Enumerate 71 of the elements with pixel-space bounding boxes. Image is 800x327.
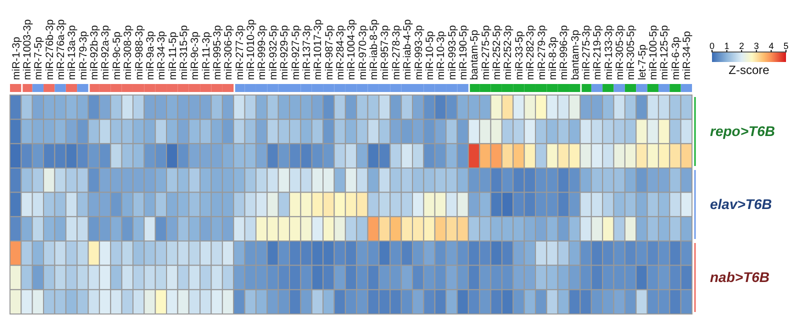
x-tick-label: miR-100-5p	[648, 24, 660, 80]
x-tick-label: miR-279-3p	[536, 24, 548, 80]
x-tick-label: miR-999-3p	[256, 24, 268, 80]
x-tick-label: miR-996-3p	[558, 24, 570, 80]
x-tick-label: miR-1004-3p	[346, 19, 358, 80]
x-tick-label: miR-995-3p	[212, 24, 224, 80]
x-tick-label: miR-1003-3p	[21, 19, 34, 80]
x-tick-label: miR-957-3p	[379, 24, 392, 80]
x-tick-label: miR-278-3p	[390, 24, 402, 80]
x-tick-label: miR-987-5p	[323, 24, 336, 80]
color-bar-label: 4	[768, 41, 774, 51]
color-bar-title: Z-score	[728, 63, 770, 77]
x-tick-label: miR-275-5p	[480, 24, 492, 80]
x-tick-label: miR-1-3p	[10, 36, 22, 80]
x-tick-label: miR-1010-3p	[245, 19, 258, 80]
x-tick-label: miR-133-3p	[602, 24, 615, 80]
x-tick-label: miR-970-3p	[356, 24, 369, 80]
x-tick-label: miR-277-3p	[234, 24, 246, 80]
x-tick-label: miR-iab-4-5p	[402, 19, 414, 80]
x-tick-label: miR-305-5p	[625, 24, 638, 80]
color-bar-label: 1	[724, 41, 730, 51]
x-tick-label: miR-252-3p	[502, 24, 514, 80]
x-tick-label: miR-7-5p	[32, 36, 45, 80]
x-tick-label: miR-284-3p	[334, 24, 346, 80]
y2-tick-label: elav>T6B	[710, 196, 772, 212]
x-tick-label: let-7-5p	[636, 44, 648, 80]
x-tick-label: miR-993-5p	[446, 24, 458, 80]
color-bar-label: 3	[754, 41, 759, 51]
x-tick-label: miR-iab-8-5p	[368, 19, 380, 80]
x-tick-label: miR-34-5p	[681, 30, 694, 80]
x-tick-label: miR-932-5p	[267, 24, 280, 80]
x-tick-label: miR-10-3p	[435, 30, 448, 80]
y2-tick-label: repo>T6B	[710, 122, 775, 139]
x-tick-label: miR-9a-3p	[144, 30, 156, 80]
x-tick-label: bantam-3p	[569, 30, 582, 80]
x-tick-label: miR-282-3p	[524, 24, 537, 80]
x-tick-label: miR-305-3p	[614, 24, 626, 80]
x-tick-label: miR-929-5p	[278, 24, 291, 80]
x-tick-label: miR-315-5p	[178, 24, 190, 80]
x-tick-label: miR-11-5p	[166, 32, 179, 80]
x-tick-label: miR-927-5p	[290, 24, 302, 80]
x-tick-label: miR-306-5p	[222, 24, 235, 80]
x-tick-label: miR-13a-3p	[66, 24, 78, 80]
x-tick-label: miR-988-3p	[133, 24, 146, 80]
x-tick-label: miR-6-3p	[670, 36, 682, 80]
x-tick-label: miR-9c-3p	[189, 31, 202, 80]
color-bar-label: 2	[739, 41, 744, 51]
color-bar-label: 5	[783, 41, 789, 51]
color-bar-label: 0	[709, 41, 715, 51]
x-tick-label: miR-11-3p	[200, 32, 212, 80]
x-tick-label: miR-252-5p	[491, 24, 504, 80]
x-tick-label: miR-219-5p	[592, 24, 604, 80]
y2-tick-label: nab>T6B	[710, 268, 770, 285]
x-tick-label: miR-1017-3p	[312, 19, 324, 80]
x-tick-label: miR-92a-3p	[100, 24, 112, 80]
x-tick-label: miR-79-3p	[77, 30, 90, 80]
x-tick-label: miR-92b-3p	[88, 24, 101, 80]
x-tick-label: miR-34-3p	[156, 30, 168, 80]
x-tick-label: miR-8-3p	[546, 36, 559, 80]
x-tick-label: miR-10-5p	[424, 30, 436, 80]
x-tick-label: miR-137-3p	[300, 24, 313, 80]
x-tick-label: miR-993-3p	[412, 24, 425, 80]
x-tick-label: miR-308-3p	[122, 24, 134, 80]
x-tick-label: miR-190-5p	[457, 24, 470, 80]
x-tick-label: miR-276a-3p	[54, 19, 67, 80]
x-tick-label: bantam-5p	[468, 30, 481, 80]
x-tick-label: miR-33-5p	[513, 30, 526, 80]
x-tick-label: miR-275-3p	[580, 24, 592, 80]
x-tick-label: miR-276b-3p	[44, 19, 56, 80]
x-tick-label: miR-9c-5p	[110, 31, 123, 80]
x-tick-label: miR-125-5p	[658, 24, 671, 80]
